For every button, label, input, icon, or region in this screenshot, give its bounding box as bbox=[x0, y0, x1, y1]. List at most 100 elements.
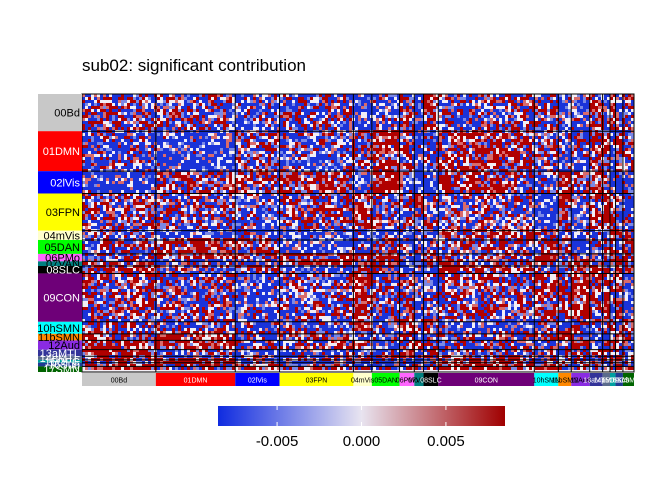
heatmap-cell bbox=[265, 103, 268, 106]
heatmap-cell bbox=[82, 139, 85, 142]
heatmap-cell bbox=[346, 133, 349, 136]
heatmap-cell bbox=[298, 127, 301, 130]
heatmap-cell bbox=[232, 97, 235, 100]
heatmap-cell bbox=[361, 106, 364, 109]
heatmap-cell bbox=[409, 127, 412, 130]
heatmap-cell bbox=[241, 94, 244, 97]
heatmap-cell bbox=[508, 97, 511, 100]
heatmap-cell bbox=[514, 115, 517, 118]
heatmap-cell bbox=[529, 133, 532, 136]
heatmap-cell bbox=[571, 160, 574, 163]
heatmap-cell bbox=[202, 127, 205, 130]
heatmap-cell bbox=[229, 139, 232, 142]
heatmap-cell bbox=[421, 160, 424, 163]
heatmap-cell bbox=[586, 142, 589, 145]
heatmap-cell bbox=[112, 166, 115, 169]
heatmap-cell bbox=[223, 172, 226, 175]
heatmap-cell bbox=[244, 97, 247, 100]
heatmap-cell bbox=[589, 103, 592, 106]
heatmap-cell bbox=[307, 151, 310, 154]
heatmap-cell bbox=[163, 163, 166, 166]
heatmap-cell bbox=[466, 145, 469, 148]
heatmap-cell bbox=[124, 139, 127, 142]
heatmap-cell bbox=[427, 139, 430, 142]
heatmap-cell bbox=[217, 139, 220, 142]
heatmap-cell bbox=[544, 127, 547, 130]
heatmap-cell bbox=[517, 121, 520, 124]
heatmap-cell bbox=[229, 142, 232, 145]
heatmap-cell bbox=[160, 148, 163, 151]
heatmap-cell bbox=[148, 127, 151, 130]
heatmap-cell bbox=[421, 127, 424, 130]
heatmap-cell bbox=[514, 106, 517, 109]
heatmap-cell bbox=[325, 112, 328, 115]
heatmap-cell bbox=[436, 142, 439, 145]
heatmap-cell bbox=[619, 157, 622, 160]
heatmap-cell bbox=[223, 151, 226, 154]
heatmap-cell bbox=[559, 115, 562, 118]
heatmap-cell bbox=[199, 133, 202, 136]
heatmap-cell bbox=[451, 109, 454, 112]
heatmap-cell bbox=[91, 124, 94, 127]
heatmap-cell bbox=[175, 172, 178, 175]
heatmap-cell bbox=[238, 106, 241, 109]
heatmap-cell bbox=[169, 112, 172, 115]
heatmap-cell bbox=[463, 166, 466, 169]
heatmap-cell bbox=[211, 151, 214, 154]
heatmap-cell bbox=[406, 148, 409, 151]
heatmap-cell bbox=[625, 121, 628, 124]
heatmap-cell bbox=[100, 136, 103, 139]
heatmap-cell bbox=[277, 115, 280, 118]
heatmap-cell bbox=[568, 97, 571, 100]
heatmap-cell bbox=[502, 136, 505, 139]
heatmap-cell bbox=[502, 124, 505, 127]
heatmap-cell bbox=[436, 106, 439, 109]
heatmap-cell bbox=[223, 112, 226, 115]
heatmap-cell bbox=[121, 124, 124, 127]
heatmap-cell bbox=[208, 148, 211, 151]
heatmap-cell bbox=[271, 157, 274, 160]
heatmap-cell bbox=[478, 136, 481, 139]
heatmap-cell bbox=[625, 157, 628, 160]
heatmap-cell bbox=[181, 163, 184, 166]
heatmap-cell bbox=[382, 154, 385, 157]
heatmap-cell bbox=[598, 166, 601, 169]
heatmap-cell bbox=[91, 166, 94, 169]
heatmap-cell bbox=[472, 157, 475, 160]
heatmap-cell bbox=[613, 109, 616, 112]
heatmap-cell bbox=[274, 169, 277, 172]
heatmap-cell bbox=[322, 118, 325, 121]
heatmap-cell bbox=[202, 112, 205, 115]
heatmap-cell bbox=[616, 121, 619, 124]
heatmap-cell bbox=[565, 127, 568, 130]
heatmap-cell bbox=[115, 142, 118, 145]
heatmap-cell bbox=[241, 112, 244, 115]
heatmap-cell bbox=[118, 124, 121, 127]
heatmap-cell bbox=[484, 157, 487, 160]
heatmap-cell bbox=[511, 139, 514, 142]
heatmap-cell bbox=[379, 106, 382, 109]
heatmap-cell bbox=[316, 109, 319, 112]
heatmap-cell bbox=[592, 148, 595, 151]
heatmap-cell bbox=[118, 109, 121, 112]
heatmap-cell bbox=[346, 172, 349, 175]
heatmap-cell bbox=[196, 115, 199, 118]
heatmap-cell bbox=[292, 94, 295, 97]
heatmap-cell bbox=[598, 169, 601, 172]
heatmap-cell bbox=[151, 160, 154, 163]
heatmap-cell bbox=[295, 145, 298, 148]
heatmap-cell bbox=[436, 148, 439, 151]
heatmap-cell bbox=[562, 115, 565, 118]
heatmap-cell bbox=[247, 151, 250, 154]
heatmap-cell bbox=[574, 151, 577, 154]
heatmap-cell bbox=[508, 133, 511, 136]
heatmap-cell bbox=[556, 169, 559, 172]
heatmap-cell bbox=[250, 172, 253, 175]
heatmap-cell bbox=[217, 94, 220, 97]
heatmap-cell bbox=[169, 133, 172, 136]
heatmap-cell bbox=[343, 172, 346, 175]
heatmap-cell bbox=[112, 148, 115, 151]
heatmap-cell bbox=[148, 121, 151, 124]
heatmap-cell bbox=[106, 100, 109, 103]
heatmap-cell bbox=[595, 121, 598, 124]
